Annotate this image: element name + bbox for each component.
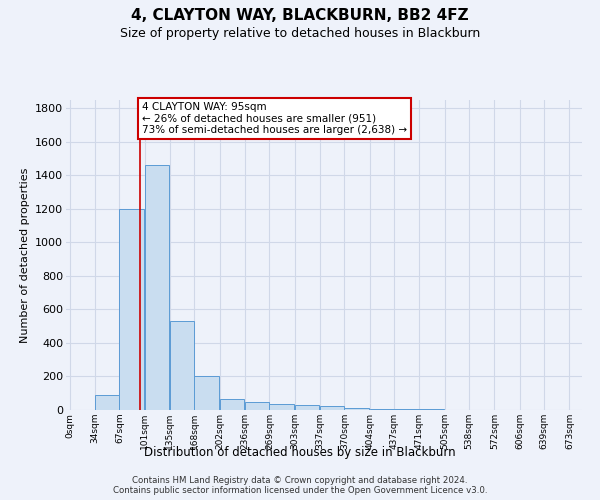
Bar (320, 406, 344, 410)
Text: 4 CLAYTON WAY: 95sqm
← 26% of detached houses are smaller (951)
73% of semi-deta: 4 CLAYTON WAY: 95sqm ← 26% of detached h… (142, 102, 407, 135)
Y-axis label: Number of detached properties: Number of detached properties (20, 168, 29, 342)
Bar (145, 166, 169, 410)
Bar (295, 405, 319, 410)
Bar (194, 376, 219, 410)
Bar (370, 408, 394, 410)
Bar (119, 209, 144, 410)
Text: Size of property relative to detached houses in Blackburn: Size of property relative to detached ho… (120, 28, 480, 40)
Bar (170, 321, 194, 410)
Text: 4, CLAYTON WAY, BLACKBURN, BB2 4FZ: 4, CLAYTON WAY, BLACKBURN, BB2 4FZ (131, 8, 469, 22)
Text: Distribution of detached houses by size in Blackburn: Distribution of detached houses by size … (144, 446, 456, 459)
Bar (95, 395, 119, 410)
Text: Contains HM Land Registry data © Crown copyright and database right 2024.
Contai: Contains HM Land Registry data © Crown c… (113, 476, 487, 495)
Bar (344, 408, 369, 410)
Bar (245, 402, 269, 410)
Bar (269, 404, 294, 410)
Bar (394, 409, 419, 410)
Bar (220, 399, 244, 410)
